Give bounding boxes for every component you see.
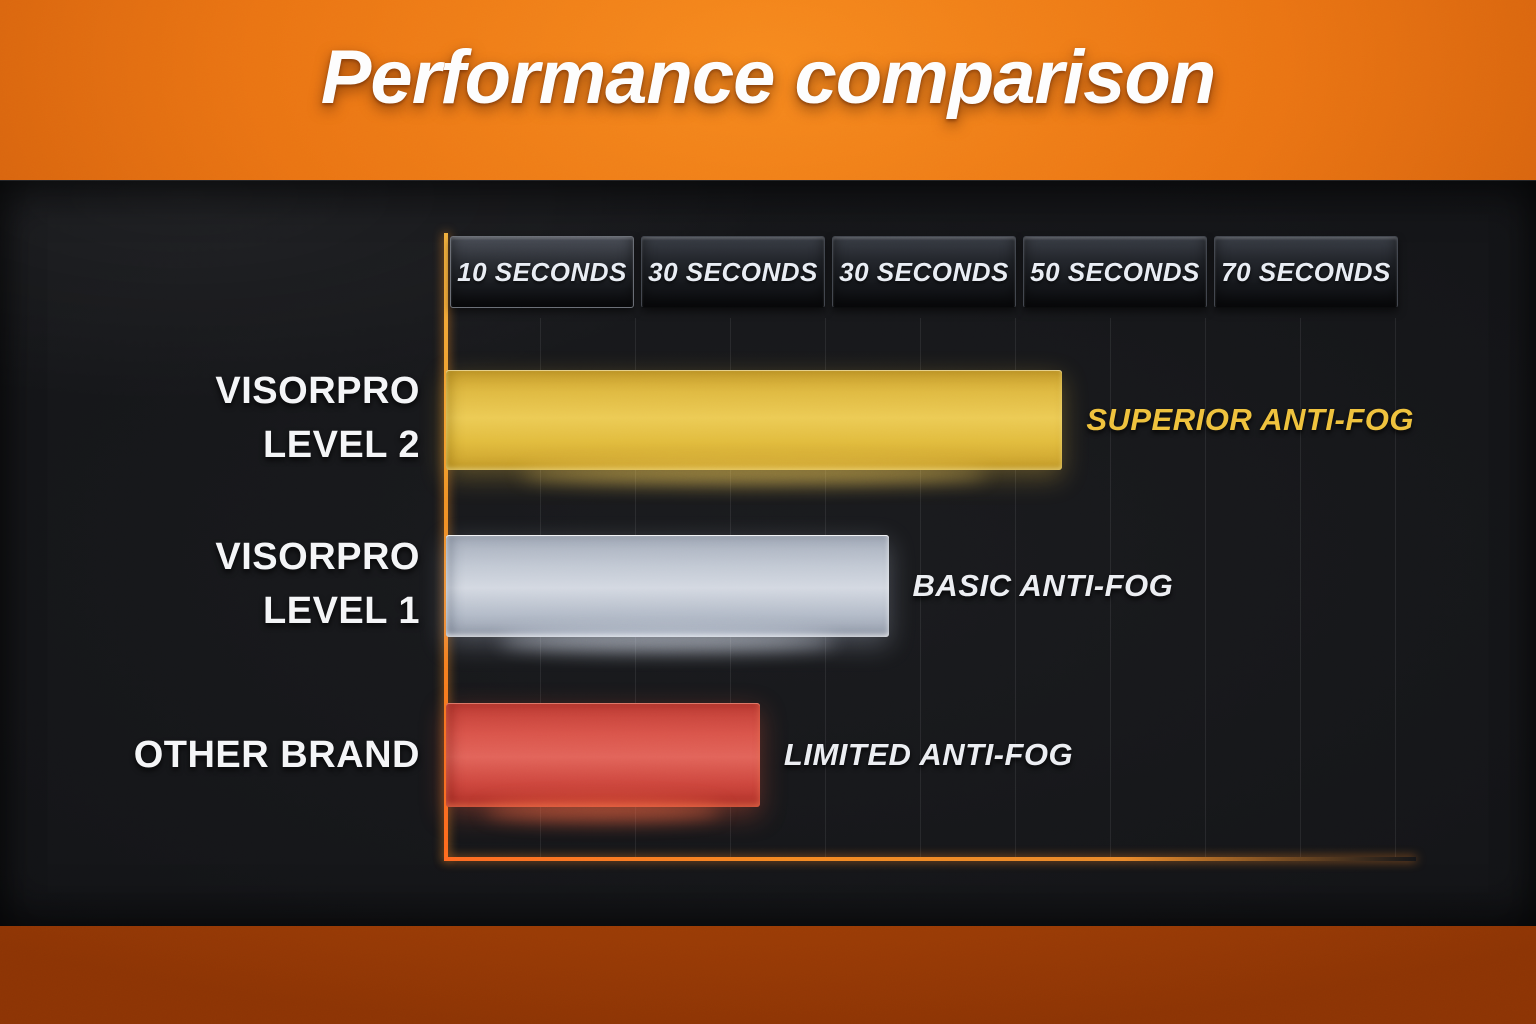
row-label-line1: OTHER BRAND (133, 734, 420, 776)
x-axis-tick-label: 70 SECONDS (1221, 256, 1391, 287)
bar-row-other-brand: LIMITED ANTI-FOG (446, 703, 1406, 807)
x-axis-tick-3: 30 SECONDS (832, 236, 1016, 308)
row-label-line2: LEVEL 2 (263, 424, 420, 466)
annotation-basic-anti-fog: BASIC ANTI-FOG (912, 568, 1174, 603)
x-axis-tick-2: 30 SECONDS (641, 236, 825, 308)
annotation-superior-anti-fog: SUPERIOR ANTI-FOG (1086, 402, 1415, 437)
row-label-line1: VISORPRO (215, 536, 420, 578)
bar-row-visorpro-level1: BASIC ANTI-FOG (446, 535, 1406, 637)
x-axis-tick-1: 10 SECONDS (450, 236, 634, 308)
row-label-other-brand: OTHER BRAND (0, 728, 420, 782)
x-axis-tick-5: 70 SECONDS (1214, 236, 1398, 308)
x-axis-tick-4: 50 SECONDS (1023, 236, 1207, 308)
bar-row-visorpro-level2: SUPERIOR ANTI-FOG (446, 370, 1414, 470)
bar-visorpro-level2 (446, 370, 1063, 470)
page-title: Performance comparison (320, 35, 1217, 120)
x-axis-header-row: 10 SECONDS 30 SECONDS 30 SECONDS 50 SECO… (450, 236, 1410, 310)
row-label-line2: LEVEL 1 (263, 590, 420, 632)
bar-other-brand (446, 703, 760, 807)
row-label-visorpro-level1: VISORPRO LEVEL 1 (0, 530, 420, 638)
x-axis-tick-label: 10 SECONDS (457, 256, 627, 287)
x-axis-baseline (444, 857, 1416, 861)
x-axis-tick-label: 50 SECONDS (1030, 256, 1200, 287)
x-axis-tick-label: 30 SECONDS (648, 256, 818, 287)
row-label-visorpro-level2: VISORPRO LEVEL 2 (0, 364, 420, 472)
x-axis-tick-label: 30 SECONDS (839, 256, 1009, 287)
annotation-limited-anti-fog: LIMITED ANTI-FOG (783, 737, 1074, 772)
bar-visorpro-level1 (446, 535, 889, 637)
row-label-line1: VISORPRO (215, 370, 420, 412)
